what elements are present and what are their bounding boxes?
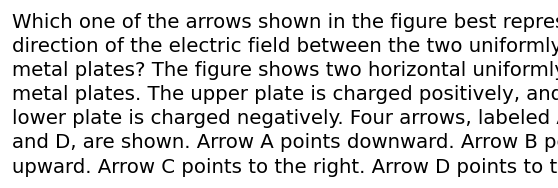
Text: and D, are shown. Arrow A points downward. Arrow B points: and D, are shown. Arrow A points downwar… — [12, 133, 558, 152]
Text: metal plates. The upper plate is charged positively, and the: metal plates. The upper plate is charged… — [12, 85, 558, 104]
Text: metal plates? The figure shows two horizontal uniformly charged: metal plates? The figure shows two horiz… — [12, 61, 558, 80]
Text: lower plate is charged negatively. Four arrows, labeled A, B, C,: lower plate is charged negatively. Four … — [12, 109, 558, 128]
Text: direction of the electric field between the two uniformly charged: direction of the electric field between … — [12, 37, 558, 56]
Text: Which one of the arrows shown in the figure best represents the: Which one of the arrows shown in the fig… — [12, 13, 558, 32]
Text: upward. Arrow C points to the right. Arrow D points to the left.: upward. Arrow C points to the right. Arr… — [12, 158, 558, 177]
